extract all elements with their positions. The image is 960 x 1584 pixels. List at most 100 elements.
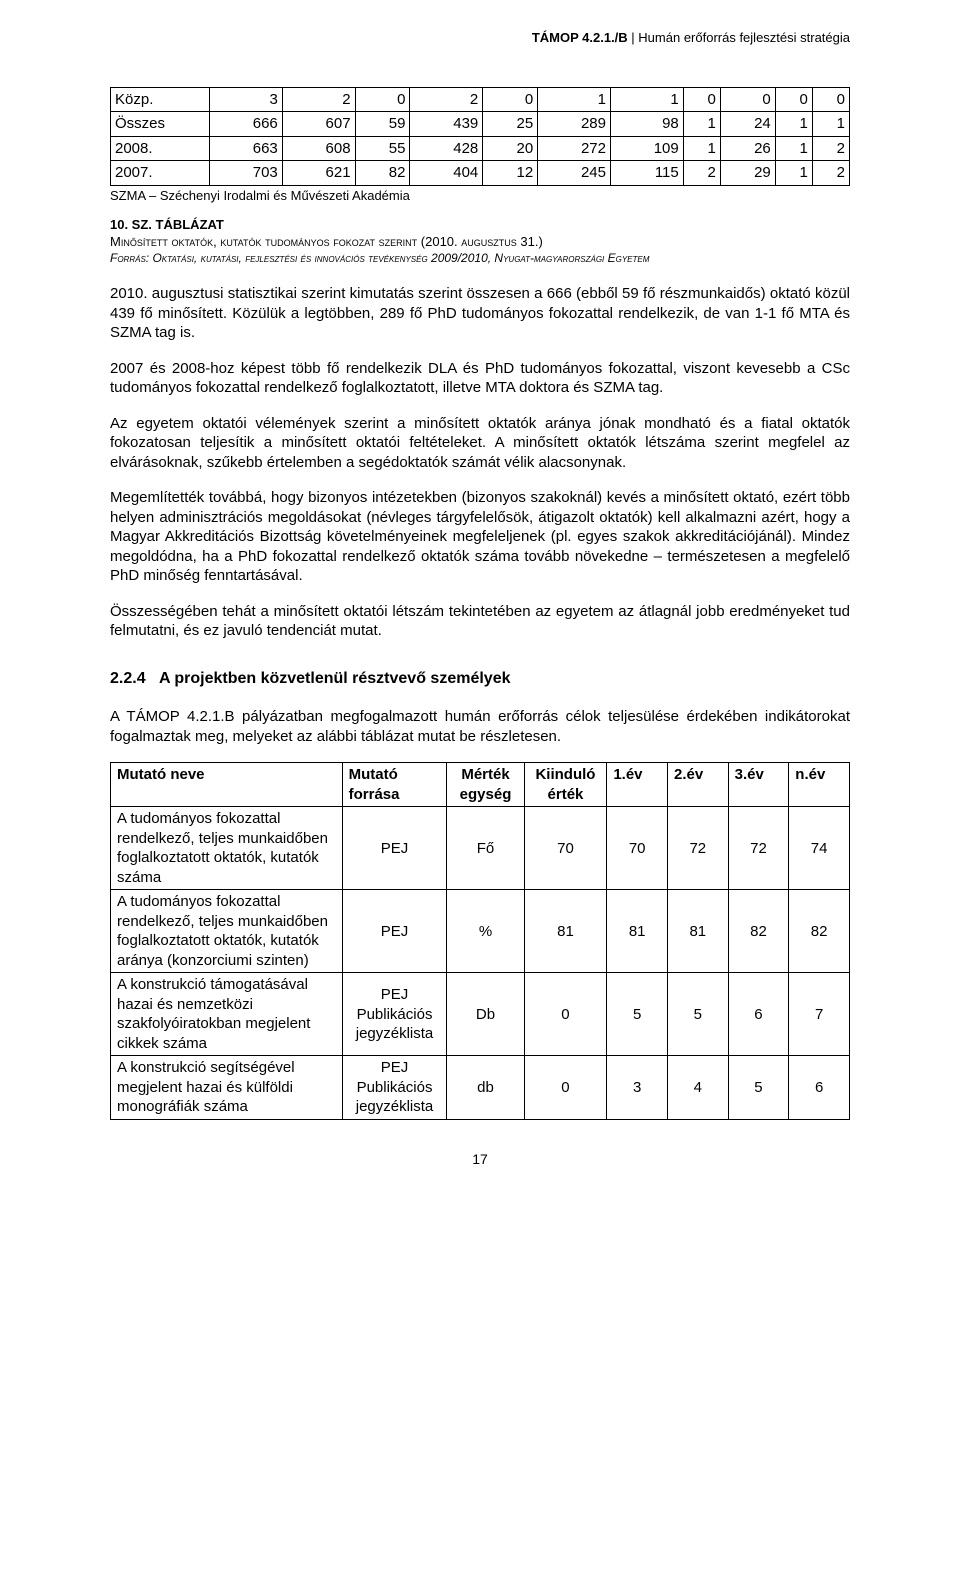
cell: 55	[355, 136, 410, 161]
cell: 2	[812, 136, 849, 161]
th: n.év	[789, 763, 850, 807]
cell: 109	[610, 136, 683, 161]
cell: 3	[607, 1056, 668, 1120]
cell: 0	[775, 87, 812, 112]
th: 2.év	[667, 763, 728, 807]
cell: 1	[812, 112, 849, 137]
cell: 621	[282, 161, 355, 186]
table-top: Közp. 3 2 0 2 0 1 1 0 0 0 0 Összes 666 6…	[110, 87, 850, 186]
cell: 3	[210, 87, 283, 112]
header-code: TÁMOP 4.2.1./B	[532, 30, 628, 45]
cell: A konstrukció segítségével megjelent haz…	[111, 1056, 343, 1120]
paragraph: Összességében tehát a minősített oktatói…	[110, 602, 850, 641]
table-row: 2008. 663 608 55 428 20 272 109 1 26 1 2	[111, 136, 850, 161]
section-heading: 2.2.4 A projektben közvetlenül résztvevő…	[110, 669, 850, 690]
page: TÁMOP 4.2.1./B | Humán erőforrás fejlesz…	[55, 0, 905, 1208]
cell: 59	[355, 112, 410, 137]
cell: A konstrukció támogatásával hazai és nem…	[111, 973, 343, 1056]
table-row: A tudományos fokozattal rendelkező, telj…	[111, 807, 850, 890]
cell: PEJ	[342, 890, 447, 973]
th: Kiindulóérték	[524, 763, 607, 807]
table-row: Összes 666 607 59 439 25 289 98 1 24 1 1	[111, 112, 850, 137]
cell: A tudományos fokozattal rendelkező, telj…	[111, 807, 343, 890]
cell: 703	[210, 161, 283, 186]
section-title: A projektben közvetlenül résztvevő szemé…	[159, 670, 511, 687]
cell: 5	[667, 973, 728, 1056]
cell: 6	[789, 1056, 850, 1120]
cell: 72	[728, 807, 789, 890]
cell: A tudományos fokozattal rendelkező, telj…	[111, 890, 343, 973]
table-row: 2007. 703 621 82 404 12 245 115 2 29 1 2	[111, 161, 850, 186]
table-row: A konstrukció segítségével megjelent haz…	[111, 1056, 850, 1120]
table-caption: 10. SZ. TÁBLÁZAT Minősített oktatók, kut…	[110, 217, 850, 251]
cell: 1	[775, 161, 812, 186]
cell: 74	[789, 807, 850, 890]
cell: Db	[447, 973, 524, 1056]
cell: 272	[538, 136, 611, 161]
paragraph: 2010. augusztusi statisztikai szerint ki…	[110, 284, 850, 343]
header-sep: |	[628, 30, 639, 45]
cell: 404	[410, 161, 483, 186]
cell: 82	[728, 890, 789, 973]
cell: 0	[720, 87, 775, 112]
header-subtitle: Humán erőforrás fejlesztési stratégia	[638, 30, 850, 45]
cell: 2007.	[111, 161, 210, 186]
cell: 81	[524, 890, 607, 973]
caption-title: Minősített oktatók, kutatók tudományos f…	[110, 234, 543, 249]
cell: db	[447, 1056, 524, 1120]
cell: 2	[410, 87, 483, 112]
cell: 81	[667, 890, 728, 973]
cell: 5	[607, 973, 668, 1056]
paragraph: Az egyetem oktatói vélemények szerint a …	[110, 414, 850, 473]
cell: 1	[683, 112, 720, 137]
cell: 81	[607, 890, 668, 973]
cell: 82	[789, 890, 850, 973]
table-row: Közp. 3 2 0 2 0 1 1 0 0 0 0	[111, 87, 850, 112]
cell: 98	[610, 112, 683, 137]
paragraph: 2007 és 2008-hoz képest több fő rendelke…	[110, 359, 850, 398]
cell: 2	[282, 87, 355, 112]
table-row: A tudományos fokozattal rendelkező, telj…	[111, 890, 850, 973]
cell: 0	[483, 87, 538, 112]
cell: 7	[789, 973, 850, 1056]
cell: 72	[667, 807, 728, 890]
page-number: 17	[110, 1150, 850, 1168]
cell: Összes	[111, 112, 210, 137]
cell: 608	[282, 136, 355, 161]
indicator-table: Mutató neve Mutatóforrása Mértékegység K…	[110, 762, 850, 1120]
cell: 663	[210, 136, 283, 161]
cell: 439	[410, 112, 483, 137]
cell: 2	[812, 161, 849, 186]
cell: Közp.	[111, 87, 210, 112]
th: Mutatóforrása	[342, 763, 447, 807]
cell: 607	[282, 112, 355, 137]
th: 3.év	[728, 763, 789, 807]
cell: 0	[524, 1056, 607, 1120]
section-number: 2.2.4	[110, 670, 146, 687]
cell: PEJ	[342, 807, 447, 890]
cell: 0	[524, 973, 607, 1056]
table-header-row: Mutató neve Mutatóforrása Mértékegység K…	[111, 763, 850, 807]
cell: 1	[775, 112, 812, 137]
caption-number: 10. SZ. TÁBLÁZAT	[110, 217, 224, 232]
cell: 1	[610, 87, 683, 112]
cell: PEJ Publikációs jegyzéklista	[342, 1056, 447, 1120]
section-intro: A TÁMOP 4.2.1.B pályázatban megfogalmazo…	[110, 707, 850, 746]
cell: 289	[538, 112, 611, 137]
cell: 1	[775, 136, 812, 161]
cell: 26	[720, 136, 775, 161]
cell: 29	[720, 161, 775, 186]
cell: 1	[538, 87, 611, 112]
cell: 70	[607, 807, 668, 890]
cell: 666	[210, 112, 283, 137]
th: 1.év	[607, 763, 668, 807]
cell: 25	[483, 112, 538, 137]
cell: 0	[812, 87, 849, 112]
cell: 115	[610, 161, 683, 186]
cell: 4	[667, 1056, 728, 1120]
cell: 2008.	[111, 136, 210, 161]
cell: 0	[683, 87, 720, 112]
cell: 82	[355, 161, 410, 186]
cell: 6	[728, 973, 789, 1056]
th: Mutató neve	[111, 763, 343, 807]
